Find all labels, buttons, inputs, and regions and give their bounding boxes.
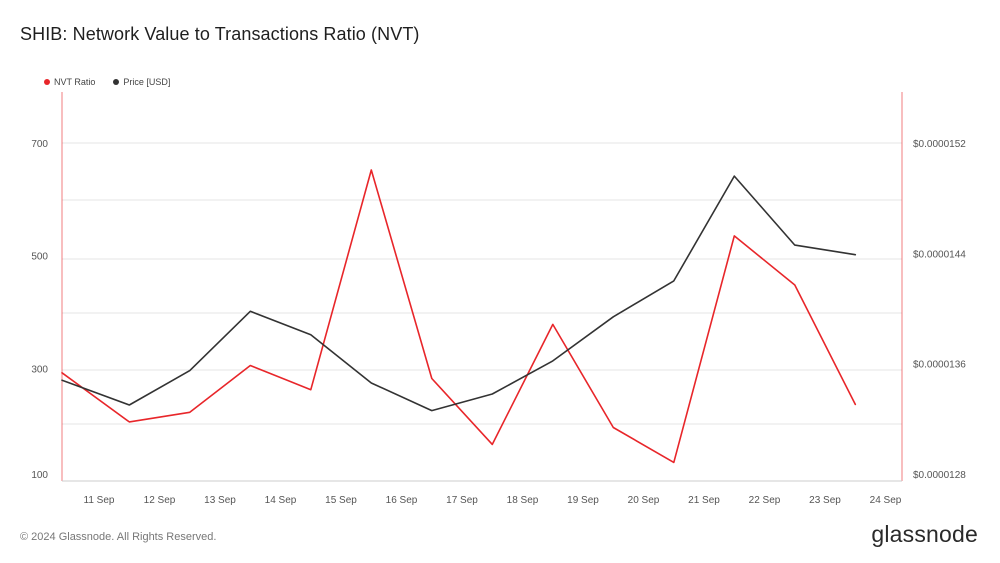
x-tick-label: 13 Sep [204, 495, 236, 506]
legend: NVT Ratio Price [USD] [44, 77, 170, 87]
right-tick-label: $0.0000136 [913, 360, 966, 371]
tick-labels: 100 300 500 700 $0.0000128 $0.0000136 $0.00001… [31, 139, 966, 506]
x-tick-label: 15 Sep [325, 495, 357, 506]
left-tick-label: 300 [31, 364, 48, 375]
right-tick-label: $0.0000152 [913, 139, 966, 150]
chart-title: SHIB: Network Value to Transactions Rati… [20, 24, 420, 44]
x-tick-label: 14 Sep [265, 495, 297, 506]
axes [61, 92, 903, 482]
legend-entry-price[interactable]: Price [USD] [113, 77, 170, 87]
legend-label-price: Price [USD] [123, 77, 171, 87]
series-lines [61, 169, 857, 464]
right-tick-label: $0.0000128 [913, 470, 966, 481]
x-tick-label: 22 Sep [749, 495, 781, 506]
x-tick-label: 24 Sep [870, 495, 902, 506]
x-tick-label: 17 Sep [446, 495, 478, 506]
x-tick-label: 18 Sep [507, 495, 539, 506]
legend-swatch-price [113, 79, 120, 85]
legend-entry-nvt[interactable]: NVT Ratio [44, 77, 95, 87]
left-tick-label: 700 [31, 139, 48, 150]
nvt-ratio-line[interactable] [61, 169, 857, 464]
left-tick-label: 500 [31, 252, 48, 263]
right-tick-label: $0.0000144 [913, 249, 966, 260]
price-line[interactable] [61, 175, 857, 412]
x-tick-label: 23 Sep [809, 495, 841, 506]
left-tick-label: 100 [31, 470, 48, 481]
x-tick-label: 21 Sep [688, 495, 720, 506]
legend-label-nvt: NVT Ratio [54, 77, 96, 87]
x-tick-label: 19 Sep [567, 495, 599, 506]
x-tick-label: 11 Sep [84, 495, 115, 506]
x-tick-label: 20 Sep [628, 495, 660, 506]
copyright-footer: © 2024 Glassnode. All Rights Reserved. [20, 531, 217, 543]
legend-swatch-nvt [44, 79, 50, 85]
x-tick-label: 16 Sep [386, 495, 418, 506]
grid-lines [62, 142, 902, 425]
x-tick-label: 12 Sep [144, 495, 176, 506]
glassnode-logo: glassnode [871, 521, 978, 547]
